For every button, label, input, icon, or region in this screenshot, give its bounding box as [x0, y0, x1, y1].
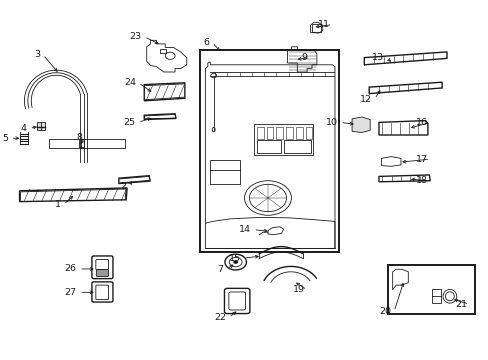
Text: 15: 15 [228, 253, 241, 263]
Text: 24: 24 [123, 78, 136, 87]
Bar [305, 127, 312, 139]
Bar [79, 139, 83, 147]
FancyBboxPatch shape [96, 270, 108, 276]
Text: 16: 16 [415, 118, 427, 127]
Text: 22: 22 [214, 313, 226, 322]
Text: 6: 6 [203, 38, 209, 47]
Text: 8: 8 [76, 133, 82, 142]
Bar [254, 124, 312, 155]
Text: 4: 4 [21, 124, 27, 133]
Bar [160, 49, 166, 53]
Text: 5: 5 [2, 134, 8, 143]
Polygon shape [351, 117, 369, 132]
Bar [295, 127, 302, 139]
Text: 25: 25 [123, 118, 135, 127]
Text: 12: 12 [359, 94, 371, 104]
Text: 20: 20 [379, 307, 391, 316]
Bar [210, 160, 239, 184]
Bar [283, 140, 310, 153]
Circle shape [233, 260, 238, 264]
Bar [266, 127, 273, 139]
Bar [37, 122, 45, 130]
Text: 18: 18 [415, 176, 427, 185]
Text: 21: 21 [454, 300, 466, 309]
Bar [199, 50, 338, 252]
Text: 26: 26 [64, 264, 77, 274]
Bar [431, 289, 440, 303]
Bar [49, 139, 124, 148]
Text: 14: 14 [238, 225, 250, 234]
Text: 11: 11 [317, 20, 329, 29]
Text: 13: 13 [371, 53, 383, 62]
Text: 9: 9 [301, 53, 307, 62]
Text: 19: 19 [292, 285, 304, 294]
Bar [276, 127, 283, 139]
Bar [256, 127, 263, 139]
Bar [387, 265, 474, 314]
Bar [285, 127, 292, 139]
Text: 3: 3 [34, 50, 41, 59]
Text: 23: 23 [129, 32, 142, 41]
Text: 10: 10 [325, 118, 337, 127]
Text: 27: 27 [64, 288, 77, 297]
Bar [311, 24, 320, 32]
Bar [256, 140, 281, 153]
Text: 17: 17 [415, 154, 427, 163]
Text: 1: 1 [55, 200, 61, 209]
Text: 2: 2 [120, 181, 126, 191]
Text: 7: 7 [217, 265, 223, 274]
